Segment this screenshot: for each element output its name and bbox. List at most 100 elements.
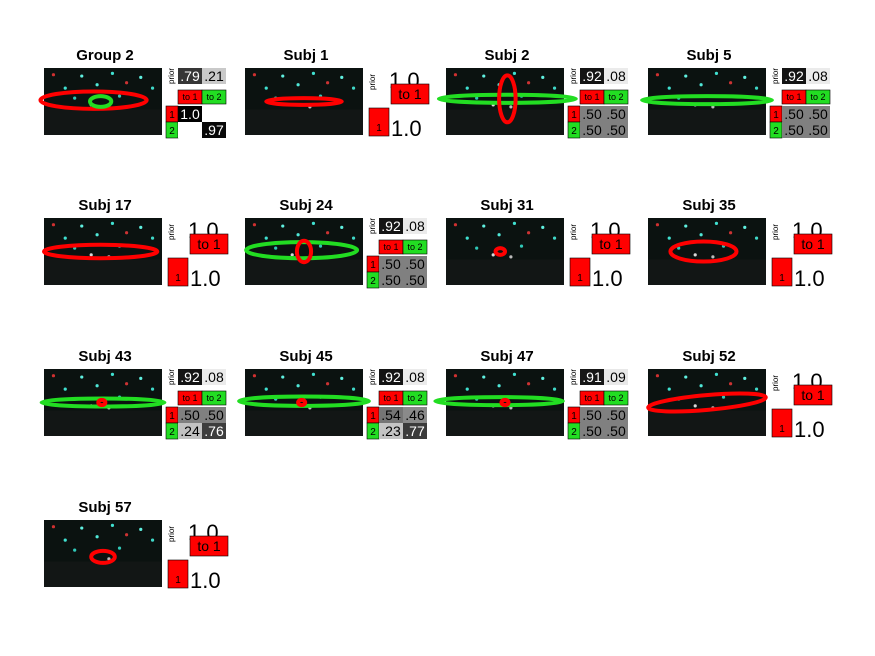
state-label: 1	[370, 260, 376, 271]
prior-label: prior	[771, 68, 780, 84]
state-label: 1	[571, 110, 577, 121]
gaussian-ellipse	[89, 548, 117, 565]
prior-cell	[202, 369, 226, 385]
header-to-1-label: to 1	[786, 92, 801, 102]
dashcam-image	[237, 369, 371, 436]
prior-label: prior	[569, 369, 578, 385]
transition-value: .54	[381, 407, 401, 423]
header-to-2-label: to 2	[206, 92, 221, 102]
state-1-label-cell	[167, 257, 189, 287]
prior-cell	[403, 369, 427, 385]
state-1-label-cell	[569, 257, 591, 287]
state-label: 2	[773, 126, 779, 137]
header-to-2	[201, 89, 227, 105]
hmm-table: prior 1.0to 11 1.0	[569, 218, 631, 291]
transition-cell	[403, 272, 427, 288]
transition-cell	[202, 407, 226, 423]
header-to-2	[603, 89, 629, 105]
transition-cell	[580, 106, 604, 122]
transition-value: .50	[582, 122, 602, 138]
panel: Group 2 prior .79.21 to 1 to 2 1 1.0 2 .97	[38, 47, 227, 139]
transition-value: .50	[381, 272, 401, 288]
prior-value: .92	[180, 369, 200, 385]
header-to-1-label: to 1	[383, 242, 398, 252]
transition-value: .50	[808, 106, 828, 122]
transition-value: .50	[784, 122, 804, 138]
transition-cell	[604, 106, 628, 122]
transition-value: 1.0	[190, 266, 221, 291]
transition-value: .50	[606, 122, 626, 138]
state-label: 2	[169, 427, 175, 438]
panel: Subj 45 prior .92.08 to 1 to 2 1 .54.46 2 .23.77	[237, 348, 428, 440]
header-to-1	[591, 233, 631, 255]
panel-title: Subj 2	[484, 47, 529, 64]
transition-cell	[178, 122, 202, 138]
prior-value: .79	[180, 68, 200, 84]
gaussian-ellipse	[38, 89, 149, 111]
state-label: 1	[175, 273, 181, 284]
hmm-table: prior .92.08 to 1 to 2 1 .50.50 2 .50.50	[567, 68, 629, 139]
prior-cell	[403, 218, 427, 234]
prior-label: prior	[368, 369, 377, 385]
transition-value: .50	[808, 122, 828, 138]
transition-cell	[604, 407, 628, 423]
dashcam-image	[44, 520, 162, 587]
transition-cell	[202, 122, 226, 138]
prior-cell	[379, 369, 403, 385]
state-label: 1	[169, 110, 175, 121]
transition-value: .50	[606, 106, 626, 122]
transition-value: .50	[784, 106, 804, 122]
prior-cell	[178, 68, 202, 84]
dashcam-image	[648, 218, 766, 285]
hmm-table: prior 1.0to 11 1.0	[167, 520, 229, 593]
prior-label: prior	[771, 224, 780, 240]
prior-cell	[580, 369, 604, 385]
transition-value: 1.0	[592, 266, 623, 291]
header-to-2	[201, 390, 227, 406]
transition-value: .97	[204, 122, 224, 138]
transition-cell	[604, 423, 628, 439]
transition-value: 1.0	[794, 266, 825, 291]
hmm-table: prior 1.0to 11 1.0	[167, 218, 229, 291]
panel-title: Subj 17	[78, 197, 131, 214]
prior-label: prior	[167, 369, 176, 385]
gaussian-ellipse	[497, 73, 518, 125]
prior-cell	[782, 68, 806, 84]
prior-value: .92	[582, 68, 602, 84]
state-label: 1	[779, 424, 785, 435]
panel: Subj 5 prior .92.08 to 1 to 2 1 .50.50 2 .50.50	[640, 47, 831, 139]
prior-cell	[580, 68, 604, 84]
panel-title: Subj 31	[480, 197, 533, 214]
transition-cell	[580, 423, 604, 439]
panel: Subj 2 prior .92.08 to 1 to 2 1 .50.50 2 .50.50	[436, 47, 629, 139]
hmm-table: prior .92.08 to 1 to 2 1 .50.50 2 .24.76	[165, 369, 227, 440]
dashcam-image	[245, 68, 363, 135]
header-to-1-label: to 1	[599, 236, 623, 252]
dashcam-image	[436, 68, 578, 135]
transition-cell	[403, 256, 427, 272]
dashcam-image	[446, 218, 564, 285]
header-to-1-label: to 1	[801, 387, 825, 403]
state-label: 2	[370, 427, 376, 438]
gaussian-ellipse	[88, 94, 114, 109]
gaussian-ellipse	[668, 239, 739, 264]
hmm-table: prior 1.0to 11 1.0	[368, 68, 430, 141]
transition-cell	[379, 407, 403, 423]
transition-value: .76	[204, 423, 224, 439]
transition-value: 1.0	[391, 116, 422, 141]
panel-title: Subj 57	[78, 499, 131, 516]
hmm-table: prior .92.08 to 1 to 2 1 .54.46 2 .23.77	[366, 369, 428, 440]
panel: Subj 43 prior .92.08 to 1 to 2 1 .50.50 2 .24.76	[39, 348, 227, 440]
panel: Subj 24 prior .92.08 to 1 to 2 1 .50.50 2 .50.50	[244, 197, 428, 289]
panel-title: Subj 52	[682, 348, 735, 365]
prior-label: prior	[569, 68, 578, 84]
transition-cell	[782, 106, 806, 122]
state-label: 2	[571, 126, 577, 137]
header-to-2	[603, 390, 629, 406]
state-label: 1	[571, 411, 577, 422]
transition-cell	[806, 122, 830, 138]
prior-label: prior	[167, 526, 176, 542]
